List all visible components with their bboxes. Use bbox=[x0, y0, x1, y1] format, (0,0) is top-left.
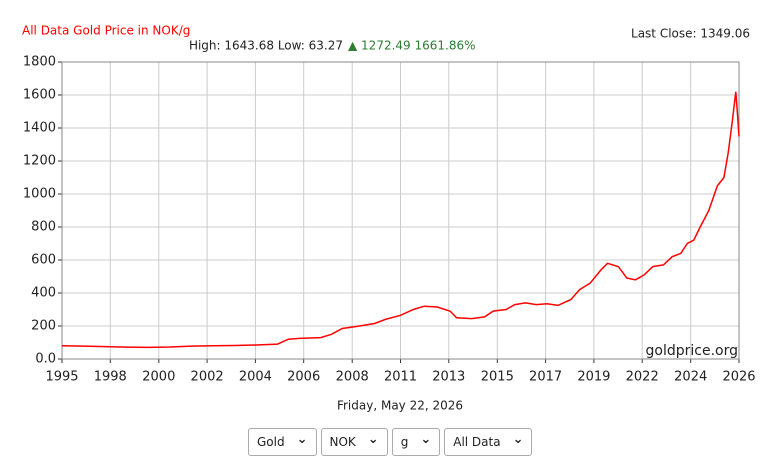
y-tick-label: 1400 bbox=[23, 121, 56, 136]
x-tick-label: 2002 bbox=[191, 370, 224, 385]
y-tick-label: 1800 bbox=[23, 55, 56, 70]
y-tick-label: 800 bbox=[31, 220, 56, 235]
x-tick-label: 2004 bbox=[239, 370, 272, 385]
dropdown[interactable]: Gold bbox=[248, 428, 317, 456]
x-tick-label: 2008 bbox=[336, 370, 369, 385]
x-tick-label: 2017 bbox=[529, 370, 562, 385]
x-tick-label: 2011 bbox=[384, 370, 417, 385]
date-label: Friday, May 22, 2026 bbox=[337, 399, 463, 413]
x-tick-label: 2024 bbox=[674, 370, 707, 385]
x-tick-label: 2000 bbox=[142, 370, 175, 385]
y-tick-label: 600 bbox=[31, 253, 56, 268]
x-tick-label: 2026 bbox=[722, 370, 755, 385]
y-tick-label: 1600 bbox=[23, 88, 56, 103]
y-tick-label: 400 bbox=[31, 286, 56, 301]
x-tick-label: 1995 bbox=[45, 370, 78, 385]
y-tick-label: 0.0 bbox=[35, 352, 56, 367]
plot-frame bbox=[61, 61, 740, 360]
x-tick-label: 2015 bbox=[481, 370, 514, 385]
x-tick-label: 2006 bbox=[287, 370, 320, 385]
y-tick-label: 200 bbox=[31, 319, 56, 334]
y-tick-label: 1000 bbox=[23, 187, 56, 202]
x-tick-label: 2019 bbox=[577, 370, 610, 385]
dropdown[interactable]: g bbox=[391, 428, 441, 456]
price-line bbox=[61, 91, 740, 349]
controls: Gold NOK g All Data bbox=[248, 428, 533, 456]
change: ▲ 1272.49 1661.86% bbox=[348, 39, 476, 53]
x-tick-label: 1998 bbox=[94, 370, 127, 385]
dropdown-label: g bbox=[400, 435, 409, 449]
x-tick-label: 2013 bbox=[432, 370, 465, 385]
chart: All Data Gold Price in NOK/g High: 1643.… bbox=[22, 24, 756, 413]
y-tick-label: 1200 bbox=[23, 154, 56, 169]
dropdown-label: NOK bbox=[329, 435, 356, 449]
last-close: Last Close: 1349.06 bbox=[631, 27, 750, 41]
dropdown-label: All Data bbox=[453, 435, 501, 449]
chart-title: All Data Gold Price in NOK/g bbox=[22, 24, 190, 38]
dropdown[interactable]: NOK bbox=[320, 428, 388, 456]
watermark: goldprice.org bbox=[646, 343, 738, 359]
stats: High: 1643.68 Low: 63.27 bbox=[189, 39, 343, 53]
dropdown-label: Gold bbox=[257, 435, 285, 449]
x-tick-label: 2022 bbox=[626, 370, 659, 385]
dropdown[interactable]: All Data bbox=[444, 428, 533, 456]
